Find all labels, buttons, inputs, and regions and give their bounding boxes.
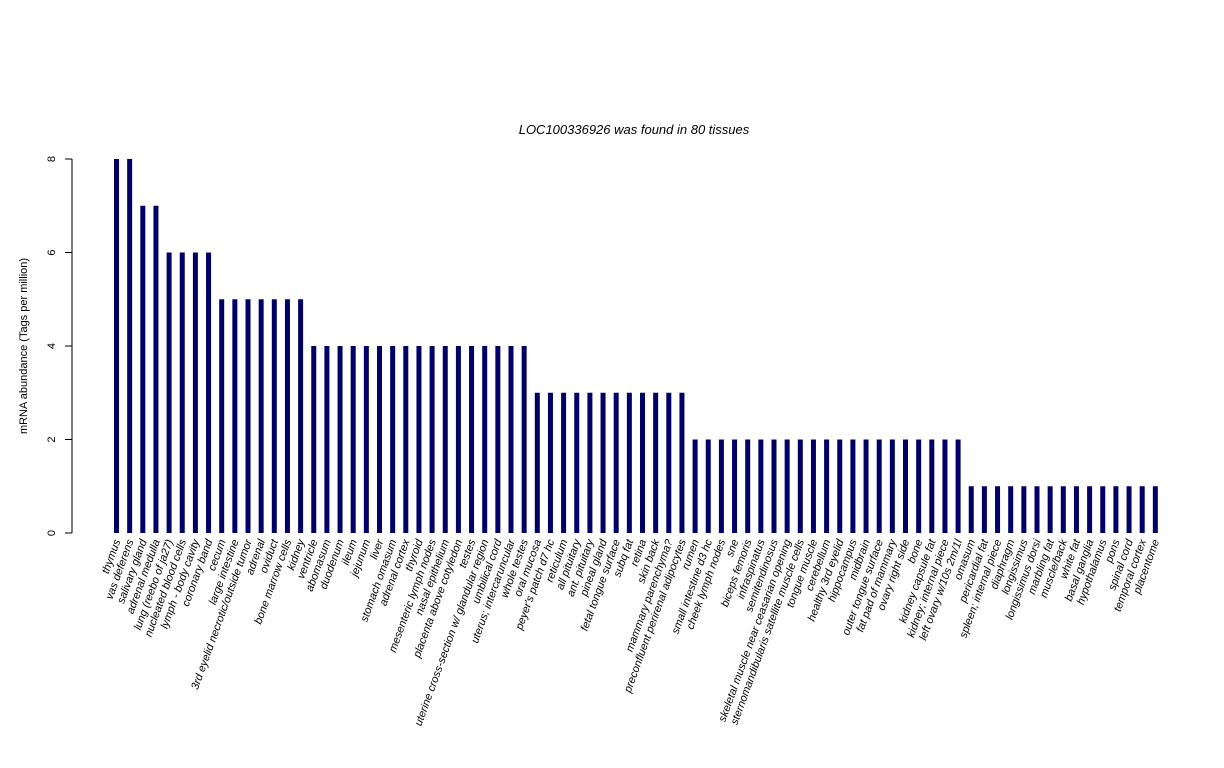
bar — [968, 486, 974, 533]
bar — [679, 392, 685, 533]
bar — [363, 346, 369, 533]
chart-title: LOC100336926 was found in 80 tissues — [519, 122, 750, 137]
bar — [1060, 486, 1066, 533]
bar — [916, 439, 922, 533]
bar — [442, 346, 448, 533]
bar — [732, 439, 738, 533]
x-tick-label: sne — [724, 538, 741, 559]
bar — [613, 392, 619, 533]
bar — [298, 299, 304, 533]
bar — [745, 439, 751, 533]
bar — [574, 392, 580, 533]
bar — [534, 392, 540, 533]
bar — [350, 346, 356, 533]
bar — [179, 252, 185, 533]
bar — [626, 392, 632, 533]
bar — [469, 346, 475, 533]
bar — [981, 486, 987, 533]
y-axis: 0 2 4 6 8 — [46, 156, 73, 536]
y-tick-label: 4 — [46, 343, 58, 349]
bar — [1073, 486, 1079, 533]
bar — [192, 252, 198, 533]
bar — [337, 346, 343, 533]
bar — [995, 486, 1001, 533]
bar — [850, 439, 856, 533]
bar — [429, 346, 435, 533]
bar — [797, 439, 803, 533]
bar — [1152, 486, 1158, 533]
bar — [455, 346, 461, 533]
bar — [495, 346, 501, 533]
bar — [653, 392, 659, 533]
bar — [771, 439, 777, 533]
bar — [666, 392, 672, 533]
y-axis-label: mRNA abundance (Tags per million) — [18, 258, 30, 434]
bar — [114, 159, 119, 533]
bar — [311, 346, 317, 533]
bar — [1126, 486, 1132, 533]
bar — [863, 439, 869, 533]
bar — [942, 439, 948, 533]
bar — [810, 439, 816, 533]
bar — [903, 439, 908, 533]
bar — [547, 392, 553, 533]
bar — [219, 299, 225, 533]
bar — [153, 205, 159, 533]
bar — [1008, 486, 1014, 533]
y-tick-label: 0 — [46, 530, 58, 536]
bar — [140, 205, 146, 533]
bar — [889, 439, 895, 533]
bar — [206, 252, 212, 533]
bar — [876, 439, 882, 533]
bar — [508, 346, 514, 533]
bar — [561, 392, 567, 533]
bar — [166, 252, 172, 533]
bar — [758, 439, 764, 533]
bar — [600, 392, 606, 533]
bar — [718, 439, 724, 533]
bar — [284, 299, 290, 533]
bar — [258, 299, 264, 533]
bar — [1087, 486, 1093, 533]
bar — [403, 346, 409, 533]
y-tick-label: 6 — [46, 249, 58, 255]
bar — [929, 439, 935, 533]
bar — [127, 159, 133, 533]
bar — [1047, 486, 1053, 533]
y-tick-label: 8 — [46, 156, 58, 162]
bar — [1034, 486, 1040, 533]
bar — [1021, 486, 1027, 533]
bar — [377, 346, 382, 533]
y-tick-label: 2 — [46, 436, 58, 442]
bar — [1139, 486, 1145, 533]
bar — [1100, 486, 1106, 533]
bar — [784, 439, 790, 533]
bar — [271, 299, 277, 533]
bar — [955, 439, 961, 533]
bar — [416, 346, 422, 533]
bars — [114, 159, 1158, 533]
bar — [1113, 486, 1119, 533]
bar — [245, 299, 251, 533]
bar — [521, 346, 527, 533]
bar — [837, 439, 843, 533]
bar — [692, 439, 698, 533]
bar — [824, 439, 830, 533]
bar — [587, 392, 593, 533]
bar — [705, 439, 711, 533]
bar — [640, 392, 645, 533]
bar — [324, 346, 330, 533]
bar — [232, 299, 238, 533]
bar — [482, 346, 488, 533]
bar — [390, 346, 396, 533]
